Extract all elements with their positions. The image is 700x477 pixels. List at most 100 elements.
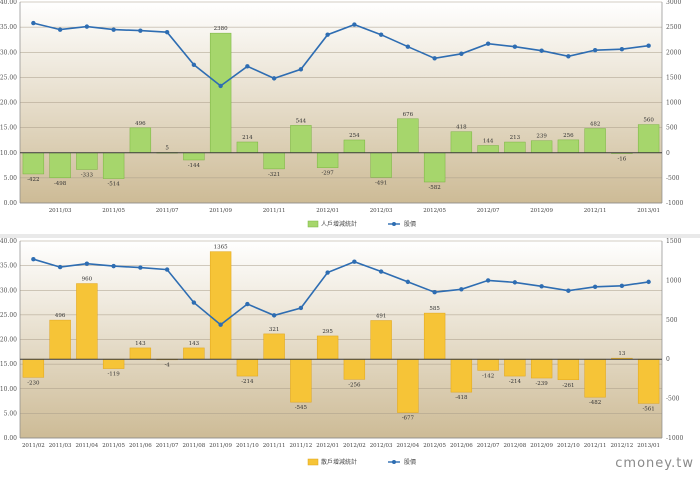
- bottom-bar: [423, 312, 446, 360]
- bottom-bar-label: -230: [27, 380, 40, 386]
- bottom-bar: [450, 358, 473, 393]
- bottom-x-tick-label: 2012/07: [477, 443, 500, 449]
- top-price-point: [164, 29, 170, 35]
- bottom-right-tick-label: 1500: [666, 238, 681, 245]
- bottom-bar: [370, 320, 392, 360]
- top-right-tick-label: 0: [666, 150, 670, 157]
- bottom-x-tick-label: 2012/04: [396, 443, 419, 449]
- bottom-bar: [504, 358, 526, 377]
- bottom-x-tick-label: 2012/01: [316, 443, 339, 449]
- top-bar-label: 482: [590, 122, 601, 128]
- top-left-tick-label: 10.00: [0, 150, 17, 157]
- bottom-x-tick-label: 2011/07: [156, 443, 179, 449]
- bottom-x-tick-label: 2012/10: [557, 443, 580, 449]
- top-price-point: [271, 76, 277, 81]
- bottom-left-tick-label: 0.00: [4, 435, 18, 442]
- top-x-tick-label: 2012/07: [477, 208, 500, 214]
- top-left-tick-label: 5.00: [4, 175, 18, 182]
- top-bar: [22, 152, 45, 175]
- bottom-bar: [557, 358, 580, 381]
- bottom-bar-label: 960: [82, 277, 93, 283]
- bottom-price-point: [459, 287, 464, 292]
- bottom-bar-label: 143: [189, 341, 200, 347]
- top-left-tick-label: 35.00: [0, 24, 17, 31]
- bottom-bar: [343, 358, 366, 380]
- top-price-point: [459, 51, 464, 56]
- top-bar-label: 5: [165, 145, 169, 151]
- bottom-x-tick-label: 2012/05: [423, 443, 446, 449]
- top-left-tick-label: 40.00: [0, 0, 17, 6]
- bottom-bar: [49, 319, 71, 360]
- top-legend-line-marker: [392, 222, 396, 226]
- top-price-point: [218, 83, 223, 89]
- bottom-price-point: [138, 265, 143, 270]
- top-price-point: [191, 62, 197, 68]
- top-bar: [209, 32, 232, 153]
- top-bar: [129, 127, 152, 153]
- bottom-price-point: [619, 283, 625, 289]
- top-price-point: [245, 64, 250, 69]
- top-left-tick-label: 0.00: [4, 200, 18, 207]
- top-bar-label: 496: [135, 121, 146, 127]
- top-bar-label: 254: [349, 133, 360, 139]
- bottom-price-point: [164, 267, 170, 272]
- bottom-bar: [477, 358, 499, 371]
- top-bar-label: 213: [510, 135, 521, 141]
- bottom-legend-line-label: 股價: [404, 458, 416, 466]
- top-bar: [477, 145, 499, 154]
- top-bar: [450, 131, 473, 153]
- bottom-x-tick-label: 2011/02: [22, 443, 45, 449]
- top-x-tick-label: 2011/11: [263, 208, 286, 214]
- bottom-bar: [209, 251, 232, 360]
- bottom-bar-label: -256: [348, 382, 361, 388]
- top-bar: [102, 152, 125, 179]
- bottom-bar: [290, 358, 312, 403]
- top-right-tick-label: 3000: [666, 0, 681, 6]
- top-bar-label: -321: [268, 172, 280, 178]
- bottom-left-tick-label: 5.00: [4, 410, 18, 417]
- bottom-bar: [22, 358, 45, 378]
- top-x-tick-label: 2013/01: [637, 208, 660, 214]
- top-bar-label: 144: [483, 139, 494, 145]
- bottom-x-tick-label: 2012/09: [530, 443, 553, 449]
- bottom-price-point: [57, 264, 63, 270]
- bottom-price-point: [352, 259, 357, 264]
- top-price-point: [138, 28, 143, 33]
- top-x-tick-label: 2011/07: [156, 208, 179, 214]
- bottom-left-tick-label: 10.00: [0, 386, 17, 393]
- bottom-legend-bar-swatch: [307, 458, 319, 466]
- bottom-x-tick-label: 2011/12: [289, 443, 312, 449]
- top-chart: 0.00 5.00 10.00 15.00 20.00 25.00 30.00 35.00 40…: [0, 0, 683, 228]
- bottom-x-tick-label: 2011/04: [75, 443, 98, 449]
- bottom-price-point: [485, 278, 491, 283]
- bottom-left-tick-label: 35.00: [0, 263, 17, 270]
- top-price-point: [84, 24, 90, 29]
- bottom-price-point: [432, 290, 437, 295]
- bottom-bar-label: 496: [55, 313, 66, 319]
- bottom-chart-panel: 0.00 5.00 10.00 15.00 20.00 25.00 30.00 35.00 40…: [0, 238, 700, 473]
- bottom-bar-label: -261: [562, 383, 574, 389]
- bottom-price-point: [566, 288, 571, 293]
- bottom-bar-label: 321: [269, 327, 280, 333]
- top-x-tick-label: 2011/09: [209, 208, 232, 214]
- bottom-bar: [129, 347, 152, 360]
- top-bar: [397, 118, 419, 153]
- top-bar-label: -144: [188, 163, 201, 169]
- bottom-bar: [584, 358, 606, 398]
- top-bar: [530, 140, 553, 153]
- bottom-bar-label: -119: [107, 372, 120, 378]
- bottom-bar: [236, 358, 259, 377]
- top-bar: [183, 152, 205, 161]
- top-right-tick-label: 2500: [666, 24, 681, 31]
- bottom-left-tick-label: 20.00: [0, 337, 17, 344]
- top-price-point: [566, 54, 571, 59]
- bottom-x-tick-label: 2012/02: [343, 443, 366, 449]
- top-bar-label: -333: [81, 172, 94, 178]
- top-bar-label: -297: [321, 171, 334, 177]
- top-legend-bar-swatch: [307, 220, 319, 228]
- top-bar: [423, 152, 446, 183]
- top-bar: [504, 141, 526, 154]
- bottom-x-tick-label: 2012/03: [370, 443, 393, 449]
- top-x-tick-label: 2012/03: [370, 208, 393, 214]
- top-legend-bar-label: 人戶增減統計: [321, 220, 357, 228]
